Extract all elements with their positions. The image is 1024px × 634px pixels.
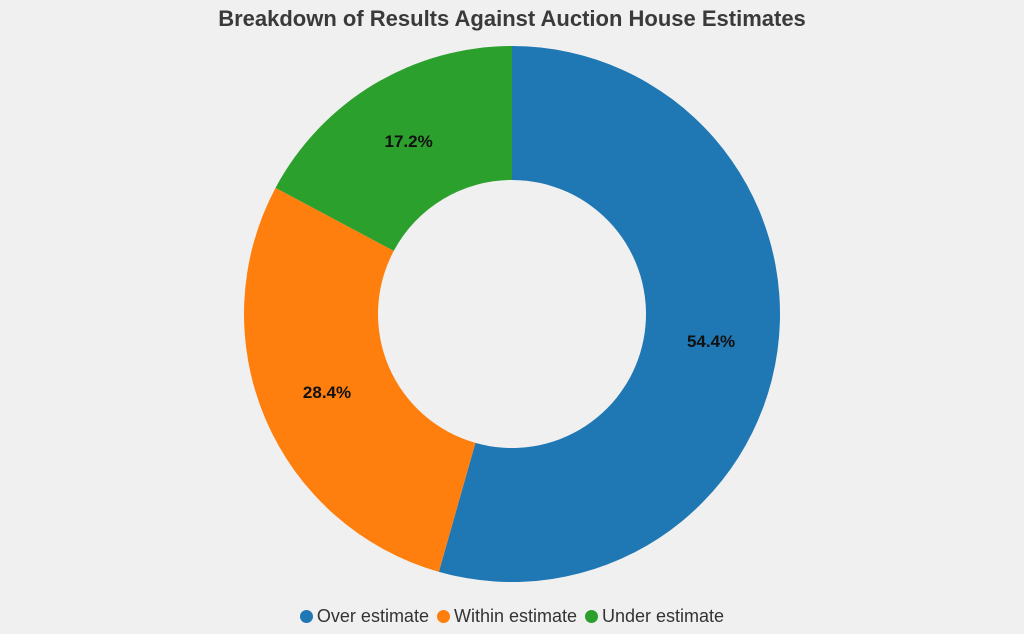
slice-over[interactable]: [438, 45, 781, 583]
legend-swatch-over: [299, 610, 313, 623]
legend-item-over[interactable]: Over estimate: [299, 606, 429, 627]
legend: Over estimate Within estimate Under esti…: [0, 606, 1024, 627]
slice-within[interactable]: [243, 187, 476, 572]
legend-label-over: Over estimate: [316, 606, 429, 626]
legend-swatch-under: [585, 610, 599, 623]
legend-item-within[interactable]: Within estimate: [436, 606, 578, 627]
legend-swatch-within: [436, 610, 450, 623]
legend-label-within: Within estimate: [453, 606, 578, 626]
legend-label-under: Under estimate: [602, 606, 725, 626]
slice-label-over: 54.4%: [687, 332, 735, 351]
slice-label-within: 28.4%: [303, 383, 351, 402]
chart-title: Breakdown of Results Against Auction Hou…: [218, 6, 806, 31]
slice-under[interactable]: [275, 46, 512, 251]
slice-label-under: 17.2%: [384, 132, 432, 151]
legend-item-under[interactable]: Under estimate: [585, 606, 724, 627]
